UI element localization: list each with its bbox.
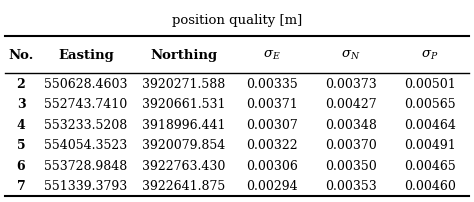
Text: 0.00491: 0.00491 [404,139,456,152]
Text: 5: 5 [17,139,25,152]
Text: 0.00371: 0.00371 [246,98,298,111]
Text: 0.00370: 0.00370 [325,139,377,152]
Text: Northing: Northing [150,48,217,62]
Text: 0.00460: 0.00460 [404,179,456,192]
Text: 0.00348: 0.00348 [325,118,377,131]
Text: 6: 6 [17,159,25,172]
Text: $\sigma_P$: $\sigma_P$ [421,48,438,62]
Text: 7: 7 [17,179,26,192]
Text: 554054.3523: 554054.3523 [45,139,128,152]
Text: 0.00465: 0.00465 [404,159,456,172]
Text: $\sigma_E$: $\sigma_E$ [263,48,281,62]
Text: 553728.9848: 553728.9848 [45,159,128,172]
Text: 553233.5208: 553233.5208 [45,118,128,131]
Text: 552743.7410: 552743.7410 [45,98,128,111]
Text: 0.00373: 0.00373 [325,77,377,90]
Text: 550628.4603: 550628.4603 [44,77,128,90]
Text: 4: 4 [17,118,26,131]
Text: 551339.3793: 551339.3793 [45,179,128,192]
Text: 3920271.588: 3920271.588 [142,77,225,90]
Text: No.: No. [9,48,34,62]
Text: 0.00464: 0.00464 [404,118,456,131]
Text: 3922763.430: 3922763.430 [142,159,225,172]
Text: 0.00294: 0.00294 [246,179,298,192]
Text: 3918996.441: 3918996.441 [142,118,225,131]
Text: 0.00306: 0.00306 [246,159,298,172]
Text: 2: 2 [17,77,26,90]
Text: 0.00565: 0.00565 [404,98,456,111]
Text: 3922641.875: 3922641.875 [142,179,225,192]
Text: 0.00335: 0.00335 [246,77,298,90]
Text: 3920661.531: 3920661.531 [142,98,225,111]
Text: 0.00350: 0.00350 [325,159,377,172]
Text: $\sigma_N$: $\sigma_N$ [341,48,361,62]
Text: 0.00353: 0.00353 [325,179,377,192]
Text: 0.00427: 0.00427 [325,98,377,111]
Text: 0.00501: 0.00501 [404,77,456,90]
Text: 3920079.854: 3920079.854 [142,139,225,152]
Text: 3: 3 [17,98,25,111]
Text: Easting: Easting [58,48,114,62]
Text: 0.00307: 0.00307 [246,118,298,131]
Text: 0.00322: 0.00322 [246,139,298,152]
Text: position quality [m]: position quality [m] [172,14,302,27]
